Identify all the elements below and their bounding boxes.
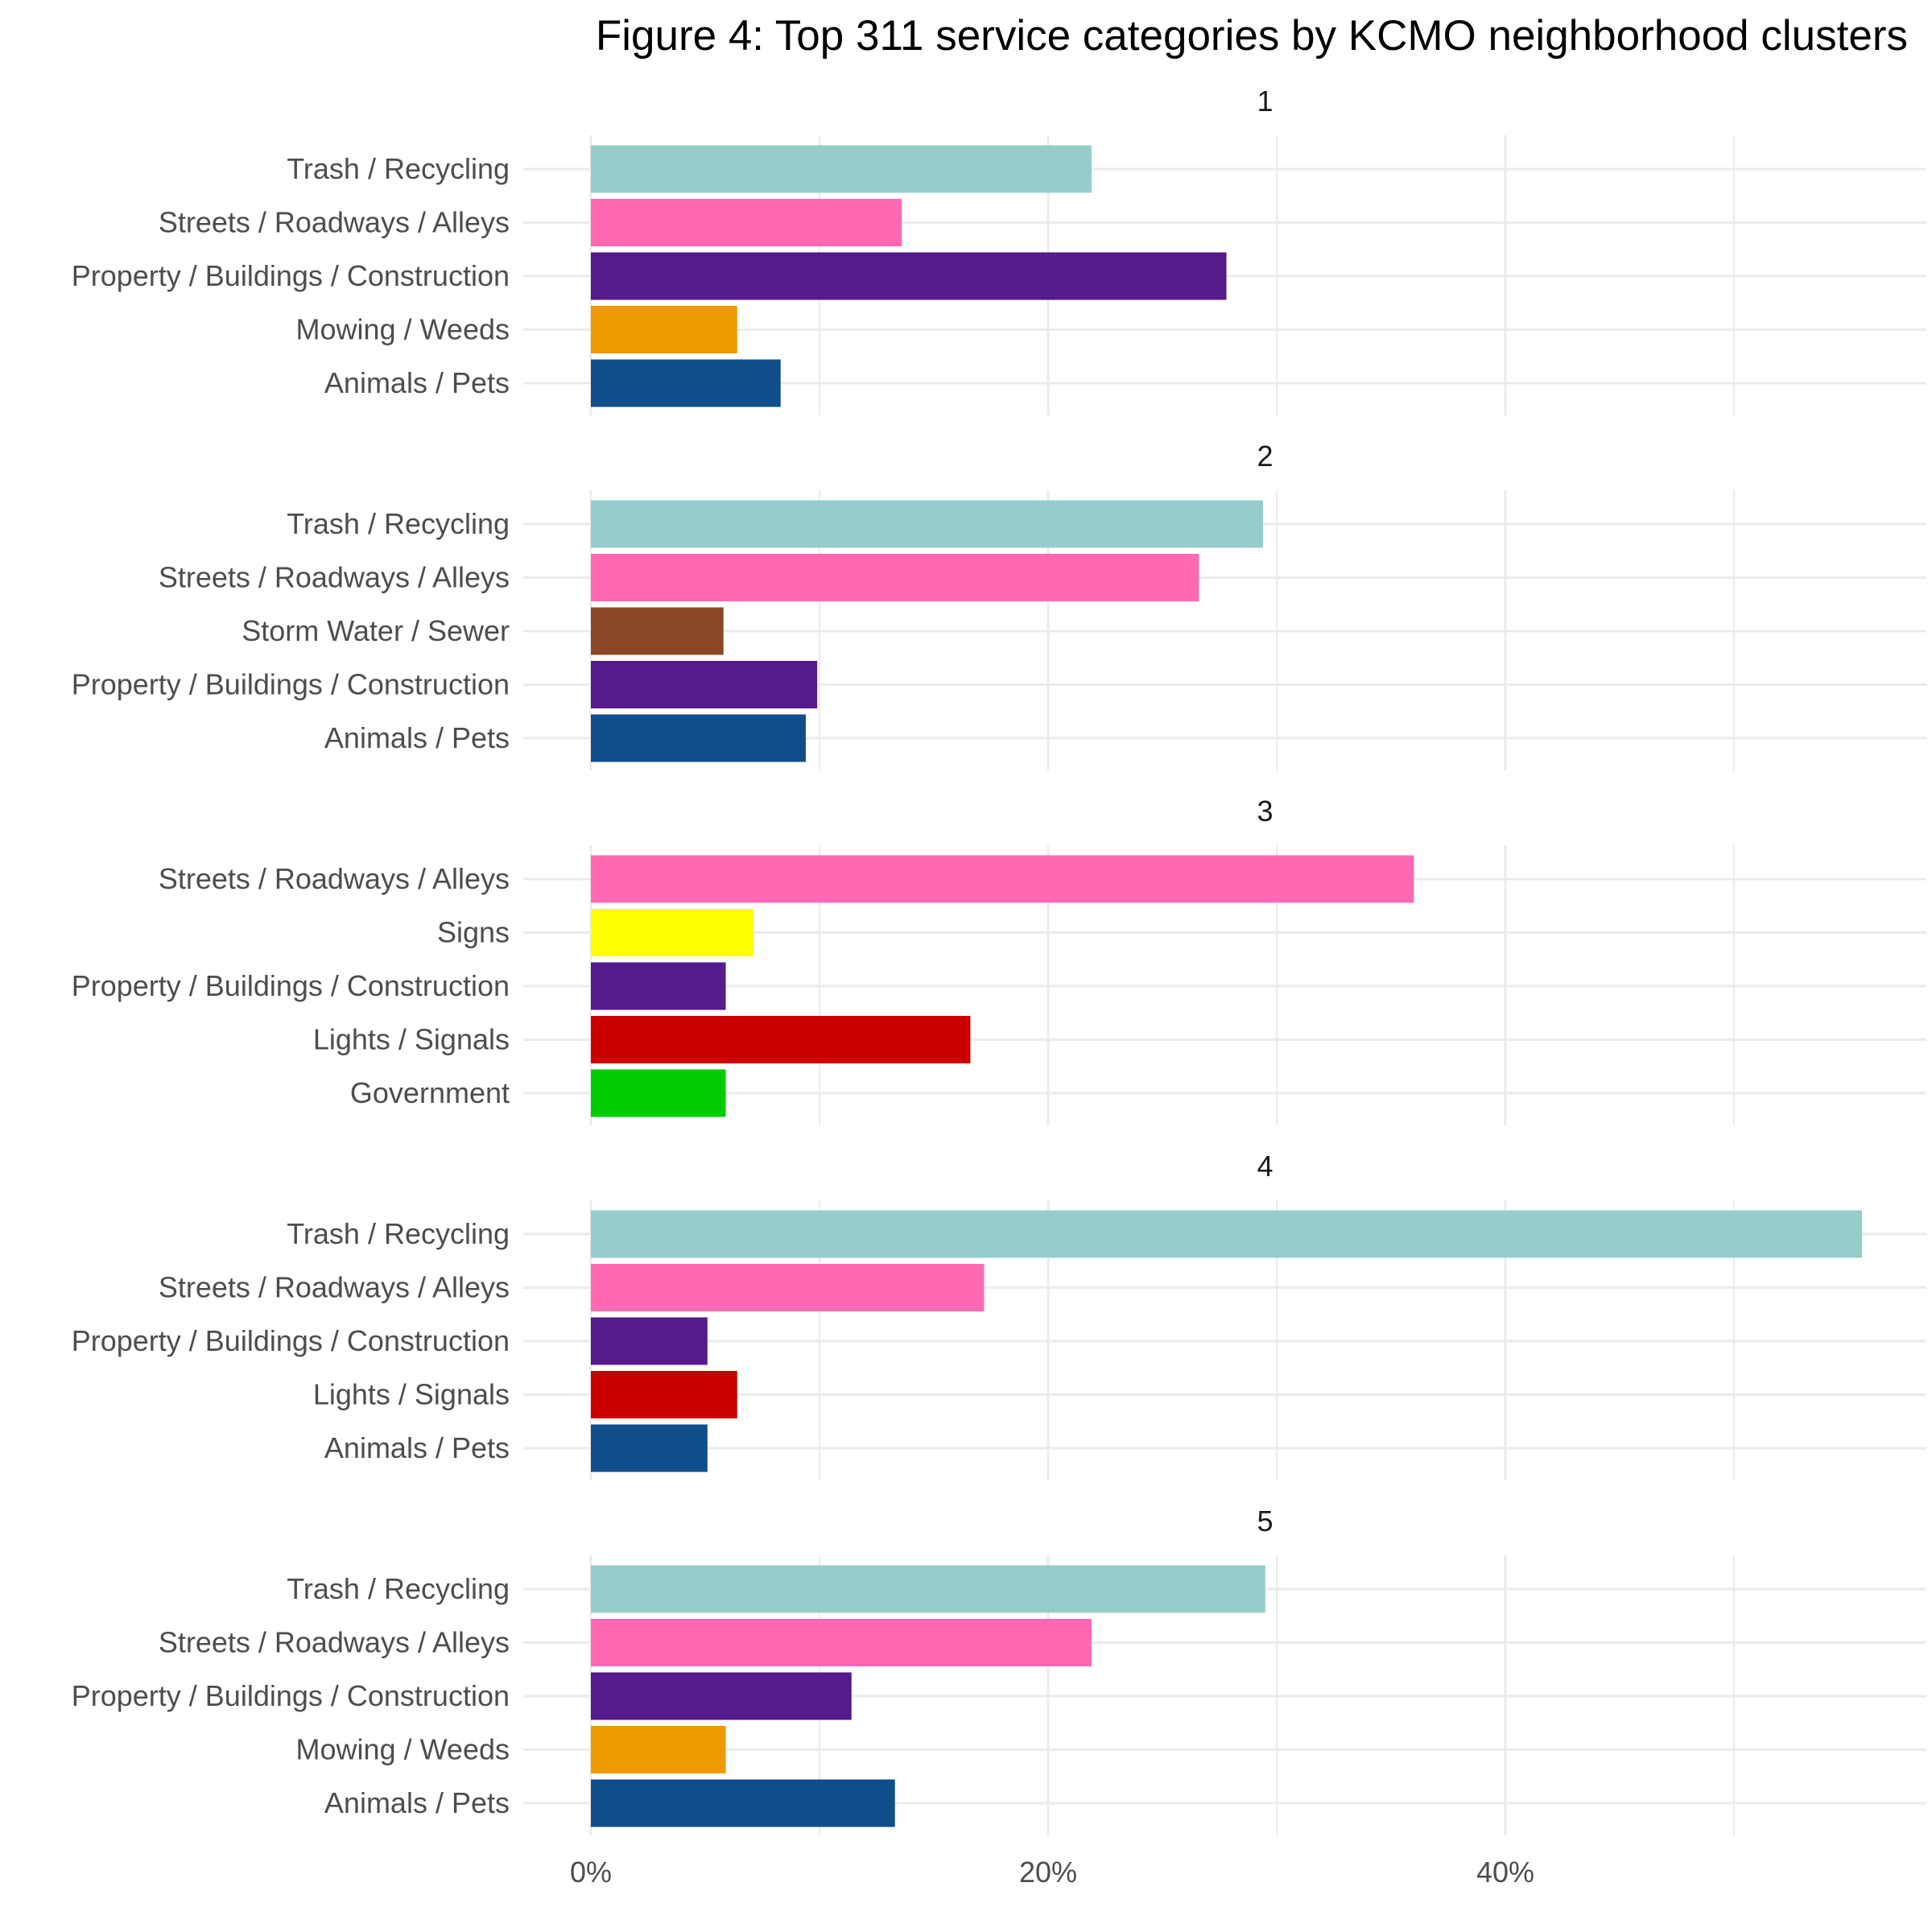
bar	[591, 1371, 737, 1418]
bar	[591, 359, 781, 407]
x-tick-label: 0%	[570, 1856, 612, 1889]
bar	[591, 714, 806, 762]
category-label: Streets / Roadways / Alleys	[159, 206, 510, 239]
category-label: Property / Buildings / Construction	[72, 1679, 510, 1712]
bar	[591, 145, 1092, 193]
category-label: Storm Water / Sewer	[242, 614, 510, 647]
facet-strip-label: 2	[1257, 440, 1273, 473]
chart-title: Figure 4: Top 311 service categories by …	[596, 12, 1908, 60]
category-label: Animals / Pets	[324, 721, 510, 754]
bar	[591, 962, 726, 1010]
facet-panel-3: 3 Streets / Roadways / Alleys Signs Propert…	[72, 795, 1926, 1125]
facet-strip-label: 4	[1257, 1150, 1273, 1183]
panels-layer: 1 Trash / Recycling Streets / Roadways / A…	[72, 85, 1926, 1835]
bar	[591, 500, 1263, 548]
bar	[591, 1264, 985, 1311]
x-axis: 0% 20% 40%	[570, 1856, 1534, 1889]
category-label: Property / Buildings / Construction	[72, 969, 510, 1002]
bar	[591, 1424, 708, 1472]
bar	[591, 1317, 708, 1365]
category-label: Streets / Roadways / Alleys	[159, 862, 510, 895]
bar	[591, 607, 724, 655]
bar	[591, 199, 902, 246]
category-label: Animals / Pets	[324, 1431, 510, 1464]
category-label: Trash / Recycling	[287, 1572, 510, 1605]
category-label: Property / Buildings / Construction	[72, 1324, 510, 1357]
category-label: Lights / Signals	[313, 1378, 510, 1411]
category-label: Mowing / Weeds	[296, 313, 510, 346]
category-label: Streets / Roadways / Alleys	[159, 1271, 510, 1304]
bar	[591, 252, 1227, 300]
facet-strip-label: 3	[1257, 795, 1273, 828]
category-label: Lights / Signals	[313, 1023, 510, 1056]
bar	[591, 1779, 895, 1827]
category-label: Animals / Pets	[324, 366, 510, 399]
category-label: Government	[350, 1076, 510, 1109]
bar	[591, 1726, 726, 1773]
category-label: Trash / Recycling	[287, 507, 510, 540]
facet-panel-4: 4 Trash / Recycling Streets / Roadways / A…	[72, 1150, 1926, 1480]
category-label: Animals / Pets	[324, 1786, 510, 1819]
category-label: Signs	[437, 916, 510, 949]
category-label: Trash / Recycling	[287, 152, 510, 185]
category-label: Streets / Roadways / Alleys	[159, 561, 510, 594]
facet-panel-2: 2 Trash / Recycling Streets / Roadways / A…	[72, 440, 1926, 770]
bar	[591, 855, 1414, 903]
bar	[591, 661, 818, 708]
category-label: Mowing / Weeds	[296, 1733, 510, 1766]
bar	[591, 909, 753, 956]
x-tick-label: 40%	[1476, 1856, 1534, 1889]
facet-strip-label: 5	[1257, 1505, 1273, 1538]
bar	[591, 1016, 971, 1063]
bar	[591, 554, 1199, 601]
bar	[591, 1619, 1092, 1666]
facet-panel-5: 5 Trash / Recycling Streets / Roadways / A…	[72, 1505, 1926, 1835]
bar	[591, 1672, 852, 1720]
category-label: Property / Buildings / Construction	[72, 668, 510, 701]
category-label: Trash / Recycling	[287, 1217, 510, 1250]
bar	[591, 1069, 726, 1117]
facet-panel-1: 1 Trash / Recycling Streets / Roadways / A…	[72, 85, 1926, 415]
bar	[591, 1210, 1863, 1258]
category-label: Property / Buildings / Construction	[72, 259, 510, 292]
category-label: Streets / Roadways / Alleys	[159, 1626, 510, 1659]
bar	[591, 1565, 1265, 1613]
facet-strip-label: 1	[1257, 85, 1273, 118]
bar	[591, 306, 737, 353]
x-tick-label: 20%	[1019, 1856, 1077, 1889]
